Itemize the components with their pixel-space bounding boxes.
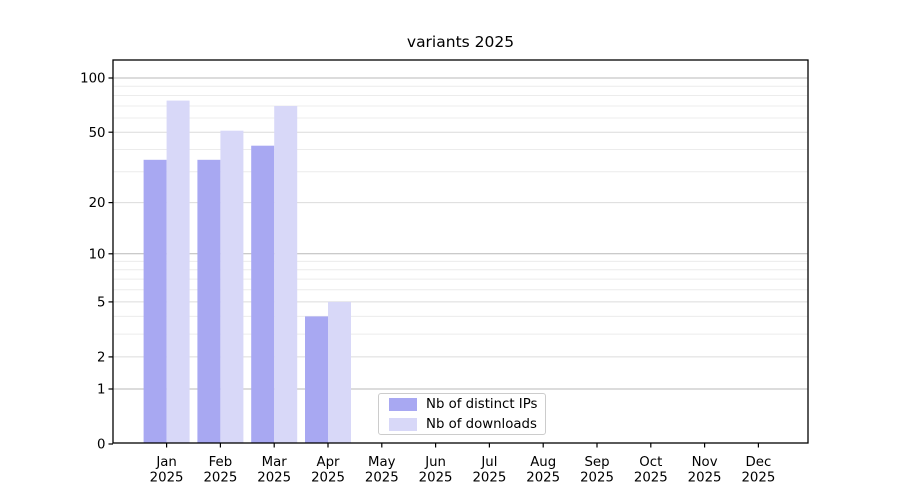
x-tick-label-nov: Nov — [692, 455, 718, 470]
y-tick-label-2: 2 — [97, 351, 105, 366]
x-tick-label-jun: Jun — [424, 455, 446, 470]
bar-nb-of-distinct-ips-jan — [143, 159, 167, 444]
y-tick-label-0: 0 — [97, 438, 105, 453]
y-tick-label-1: 1 — [97, 383, 105, 398]
x-tick-year-jan: 2025 — [150, 471, 184, 486]
x-tick-label-sep: Sep — [584, 455, 609, 470]
y-tick-label-100: 100 — [80, 72, 105, 87]
y-tick-label-50: 50 — [89, 126, 106, 141]
x-tick-year-jun: 2025 — [419, 471, 453, 486]
y-tick-label-5: 5 — [97, 296, 105, 311]
x-tick-year-may: 2025 — [365, 471, 399, 486]
bar-nb-of-downloads-feb — [220, 130, 244, 443]
bar-nb-of-downloads-mar — [274, 106, 298, 443]
legend-item-distinct-ips: Nb of distinct IPs — [389, 397, 545, 412]
x-tick-label-mar: Mar — [262, 455, 288, 470]
axis-border — [112, 59, 809, 444]
legend-label-distinct-ips: Nb of distinct IPs — [426, 396, 538, 412]
x-tick-label-dec: Dec — [746, 455, 772, 470]
x-tick-year-mar: 2025 — [257, 471, 291, 486]
chart-title: variants 2025 — [406, 33, 515, 51]
x-tick-label-apr: Apr — [316, 455, 340, 470]
bar-nb-of-distinct-ips-feb — [197, 159, 221, 444]
x-tick-label-jan: Jan — [155, 455, 177, 470]
x-tick-year-aug: 2025 — [526, 471, 560, 486]
x-tick-label-oct: Oct — [639, 455, 662, 470]
x-tick-label-feb: Feb — [209, 455, 233, 470]
legend: Nb of distinct IPs Nb of downloads — [378, 393, 546, 435]
bar-nb-of-distinct-ips-apr — [305, 316, 328, 443]
x-tick-year-sep: 2025 — [580, 471, 614, 486]
legend-item-downloads: Nb of downloads — [389, 417, 545, 432]
legend-swatch-downloads — [389, 417, 417, 431]
y-tick-label-20: 20 — [89, 196, 106, 211]
x-tick-year-nov: 2025 — [688, 471, 722, 486]
legend-label-downloads: Nb of downloads — [426, 416, 537, 432]
bar-nb-of-downloads-apr — [328, 301, 351, 443]
x-tick-label-may: May — [368, 455, 396, 470]
x-tick-year-feb: 2025 — [203, 471, 237, 486]
x-tick-year-apr: 2025 — [311, 471, 345, 486]
x-tick-year-jul: 2025 — [472, 471, 506, 486]
legend-swatch-distinct-ips — [389, 397, 417, 411]
bar-nb-of-distinct-ips-mar — [251, 145, 275, 443]
x-tick-year-oct: 2025 — [634, 471, 668, 486]
y-tick-label-10: 10 — [89, 247, 106, 262]
x-tick-label-aug: Aug — [530, 455, 556, 470]
x-tick-year-dec: 2025 — [741, 471, 775, 486]
bar-nb-of-downloads-jan — [166, 100, 190, 443]
x-tick-label-jul: Jul — [480, 455, 497, 470]
